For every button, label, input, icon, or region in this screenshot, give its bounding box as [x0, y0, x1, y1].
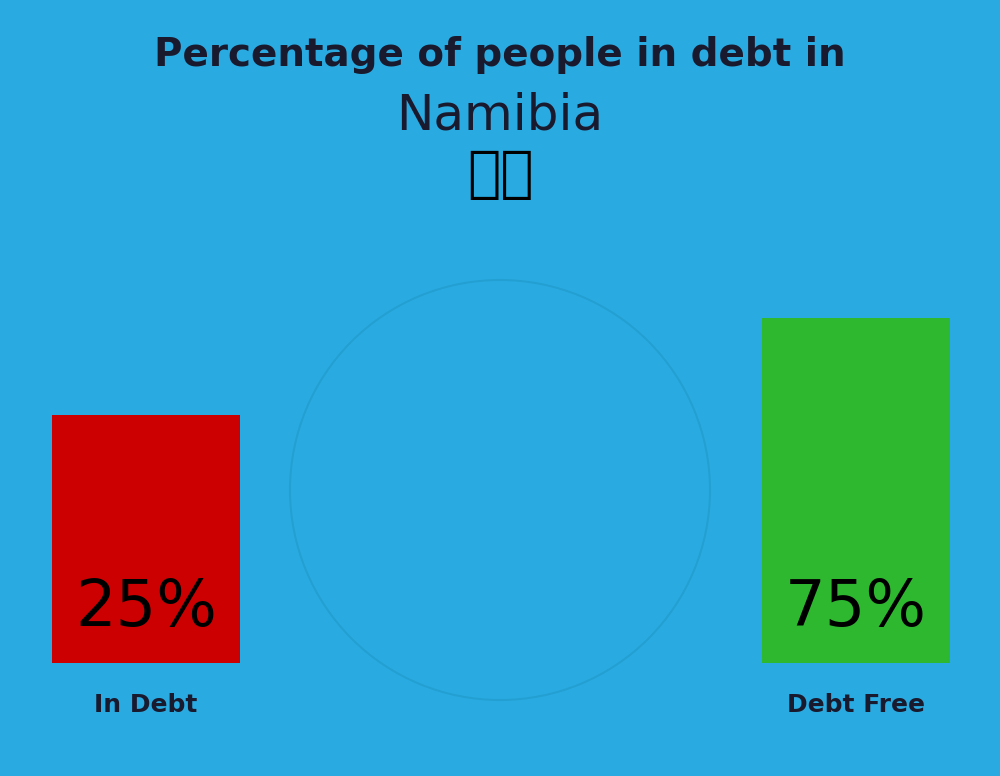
Text: Debt Free: Debt Free: [787, 693, 925, 717]
Text: Percentage of people in debt in: Percentage of people in debt in: [154, 36, 846, 74]
FancyBboxPatch shape: [52, 415, 240, 663]
Text: 75%: 75%: [785, 577, 927, 639]
Circle shape: [290, 280, 710, 700]
Text: Namibia: Namibia: [396, 91, 604, 139]
Text: 🇳🇦: 🇳🇦: [467, 148, 533, 202]
Text: In Debt: In Debt: [94, 693, 198, 717]
FancyBboxPatch shape: [762, 318, 950, 663]
Text: 25%: 25%: [75, 577, 217, 639]
